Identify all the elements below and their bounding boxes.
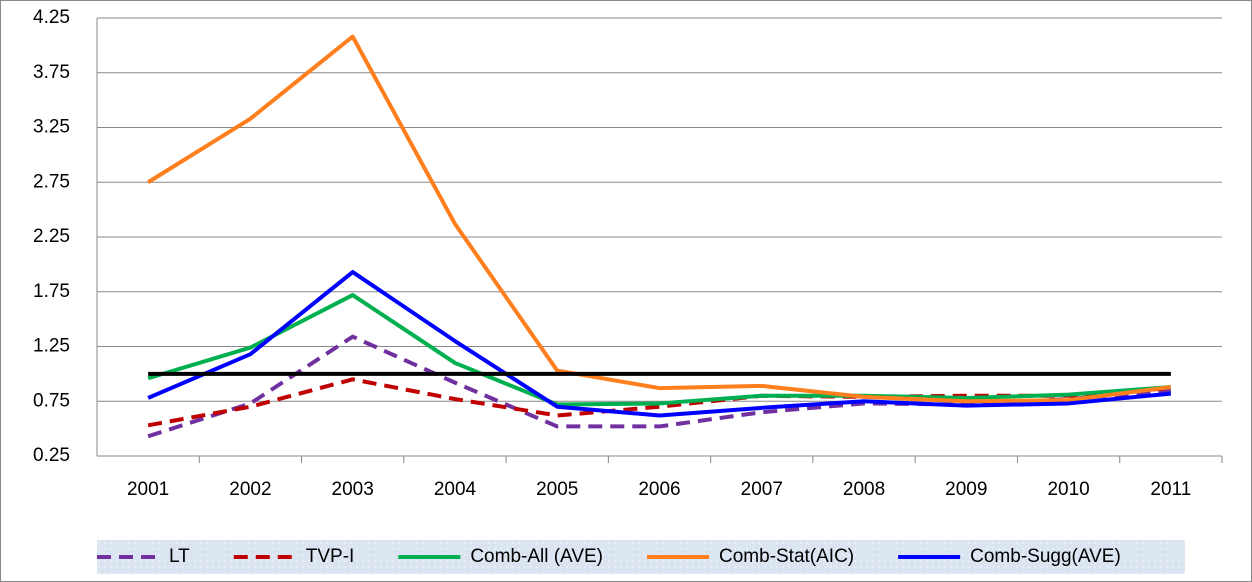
y-tick-label: 2.75 bbox=[33, 171, 70, 192]
legend-label: Comb-All (AVE) bbox=[470, 546, 603, 567]
x-tick-label: 2004 bbox=[434, 479, 477, 500]
y-tick-label: 2.25 bbox=[33, 226, 70, 247]
legend-label: Comb-Stat(AIC) bbox=[719, 546, 854, 567]
series-line bbox=[147, 293, 1172, 407]
y-tick-label: 3.75 bbox=[33, 62, 70, 83]
y-tick-label: 1.75 bbox=[33, 281, 70, 302]
x-tick-label: 2003 bbox=[332, 479, 374, 500]
x-tick-label: 2007 bbox=[741, 479, 783, 500]
y-tick-label: 1.25 bbox=[33, 336, 70, 357]
x-tick-label: 2008 bbox=[843, 479, 885, 500]
x-tick-label: 2011 bbox=[1150, 479, 1191, 500]
x-tick-label: 2005 bbox=[536, 479, 578, 500]
x-tick-label: 2001 bbox=[127, 479, 169, 500]
x-tick-label: 2006 bbox=[638, 479, 680, 500]
x-tick-label: 2010 bbox=[1047, 479, 1089, 500]
series-line bbox=[147, 334, 1172, 439]
series-line bbox=[147, 270, 1172, 418]
x-tick-label: 2009 bbox=[945, 479, 987, 500]
y-tick-label: 0.75 bbox=[33, 390, 70, 411]
legend-label: Comb-Sugg(AVE) bbox=[970, 546, 1121, 567]
y-tick-label: 3.25 bbox=[33, 117, 70, 138]
y-tick-label: 0.25 bbox=[33, 445, 70, 466]
legend-label: LT bbox=[169, 546, 190, 567]
series-line bbox=[147, 34, 1172, 404]
x-tick-label: 2002 bbox=[229, 479, 271, 500]
y-tick-label: 4.25 bbox=[33, 7, 70, 28]
legend-label: TVP-I bbox=[306, 546, 355, 567]
